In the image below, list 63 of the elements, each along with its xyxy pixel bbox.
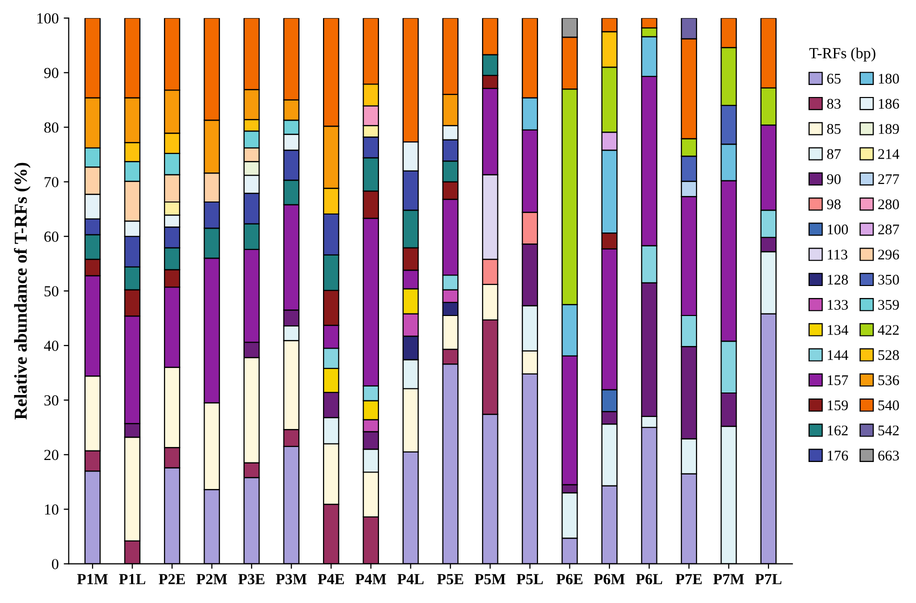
legend-label: 100 <box>828 224 848 234</box>
x-tick-label: P1L <box>118 574 146 584</box>
x-tick-label: P3M <box>276 574 307 584</box>
legend-label: 287 <box>878 224 900 234</box>
legend-title: T-RFs (bp) <box>809 48 876 62</box>
y-tick-label: 60 <box>44 232 58 242</box>
x-tick-label: P2M <box>196 574 228 584</box>
y-tick-label: 80 <box>44 122 58 133</box>
y-tick-label: 50 <box>44 286 58 296</box>
legend-label: 128 <box>828 274 848 285</box>
legend-label: 663 <box>878 450 899 461</box>
legend-label: 280 <box>878 199 899 210</box>
y-tick-label: 40 <box>44 340 58 351</box>
legend-label: 296 <box>878 250 900 260</box>
y-tick-label: 20 <box>44 450 58 460</box>
legend-label: 157 <box>828 375 848 386</box>
legend-label: 65 <box>827 74 841 84</box>
legend-label: 277 <box>878 174 900 184</box>
y-tick-label: 100 <box>37 13 58 24</box>
legend-label: 87 <box>827 149 841 159</box>
x-tick-label: P7E <box>676 574 702 584</box>
legend-label: 144 <box>828 350 848 360</box>
legend-label: 180 <box>878 74 899 84</box>
legend-label: 176 <box>828 450 848 461</box>
x-tick-label: P6L <box>636 574 662 584</box>
legend-label: 113 <box>828 250 848 260</box>
y-tick-label: 10 <box>45 504 58 515</box>
legend-label: 159 <box>828 400 848 410</box>
x-tick-label: P5M <box>474 574 506 584</box>
legend-label: 83 <box>827 98 841 109</box>
legend-label: 162 <box>828 426 848 436</box>
y-tick-label: 30 <box>44 395 58 406</box>
x-tick-label: P4E <box>318 574 344 584</box>
legend-label: 98 <box>827 199 841 210</box>
x-tick-label: P5L <box>516 574 543 584</box>
x-tick-label: P7M <box>713 574 744 584</box>
legend-label: 133 <box>828 300 848 310</box>
x-tick-label: P4L <box>397 574 424 584</box>
y-axis-title: Relative abundance of T-RFs (%) <box>14 162 31 420</box>
legend-label: 540 <box>878 400 899 410</box>
legend-label: 422 <box>878 325 899 335</box>
legend-label: 536 <box>878 375 900 386</box>
legend-label: 186 <box>878 98 900 109</box>
legend-label: 528 <box>878 350 899 360</box>
legend-label: 350 <box>878 274 899 285</box>
legend-label: 134 <box>828 325 848 335</box>
y-tick-label: 90 <box>44 68 58 78</box>
x-tick-label: P6E <box>556 574 582 584</box>
y-tick-label: 70 <box>44 176 58 188</box>
legend-label: 189 <box>878 124 899 134</box>
x-tick-label: P7L <box>755 574 782 584</box>
legend-label: 90 <box>827 174 841 184</box>
x-tick-label: P5E <box>437 574 464 584</box>
x-tick-label: P2E <box>158 574 185 584</box>
x-tick-label: P4M <box>355 574 386 584</box>
legend-label: 542 <box>878 426 899 436</box>
x-tick-label: P6M <box>594 574 625 584</box>
legend-label: 214 <box>878 149 900 159</box>
x-tick-label: P3E <box>238 574 264 584</box>
y-tick-label: 0 <box>52 558 58 570</box>
legend-label: 359 <box>878 300 899 310</box>
legend-label: 85 <box>827 124 841 134</box>
x-tick-label: P1M <box>77 574 108 584</box>
